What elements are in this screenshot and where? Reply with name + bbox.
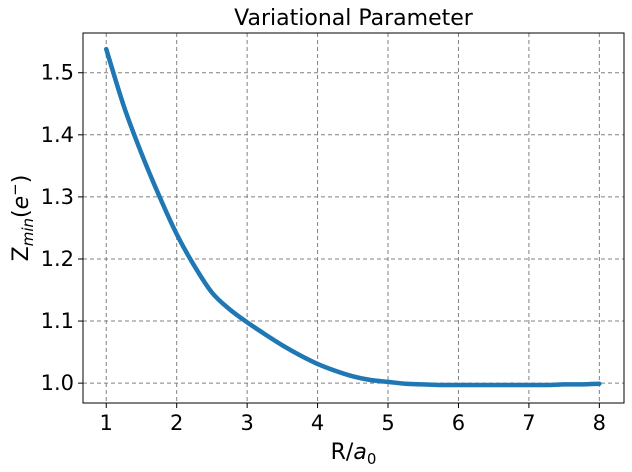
y-axis-title-close: ) bbox=[9, 175, 34, 184]
x-tick-label: 5 bbox=[381, 411, 394, 435]
series-layer bbox=[104, 46, 602, 388]
x-tick-label: 7 bbox=[522, 411, 535, 435]
x-axis-title-main: R/ bbox=[331, 440, 354, 465]
y-axis-title-sup: − bbox=[6, 183, 24, 196]
y-tick-label: 1.3 bbox=[41, 185, 74, 209]
x-axis-title-var: a bbox=[353, 440, 366, 465]
x-tick-label: 1 bbox=[100, 411, 113, 435]
y-tick-label: 1.4 bbox=[41, 123, 74, 147]
y-tick-label: 1.5 bbox=[41, 61, 74, 85]
plot-frame bbox=[82, 32, 625, 404]
y-axis-title-open: ( bbox=[9, 209, 34, 218]
y-axis-title-var: e bbox=[9, 196, 34, 210]
y-axis-title-sub: min bbox=[19, 218, 37, 246]
chart-title: Variational Parameter bbox=[234, 6, 474, 31]
x-tick-label: 3 bbox=[240, 411, 253, 435]
y-tick-label: 1.2 bbox=[41, 247, 74, 271]
ticks: 1 2 3 4 5 6 7 8 1.0 1.1 1.2 1.3 1.4 1.5 bbox=[41, 61, 606, 435]
y-tick-label: 1.1 bbox=[41, 309, 74, 333]
series-line bbox=[104, 46, 602, 388]
y-axis-title: Zmin(e−) bbox=[6, 175, 37, 262]
y-axis-title-main: Z bbox=[9, 246, 34, 261]
grid bbox=[83, 33, 624, 403]
x-tick-label: 6 bbox=[452, 411, 465, 435]
y-tick-label: 1.0 bbox=[41, 371, 74, 395]
x-tick-label: 8 bbox=[593, 411, 606, 435]
x-tick-label: 4 bbox=[311, 411, 324, 435]
x-tick-label: 2 bbox=[170, 411, 183, 435]
x-axis-title-sub: 0 bbox=[367, 450, 377, 468]
x-axis-title: R/a0 bbox=[331, 440, 377, 468]
